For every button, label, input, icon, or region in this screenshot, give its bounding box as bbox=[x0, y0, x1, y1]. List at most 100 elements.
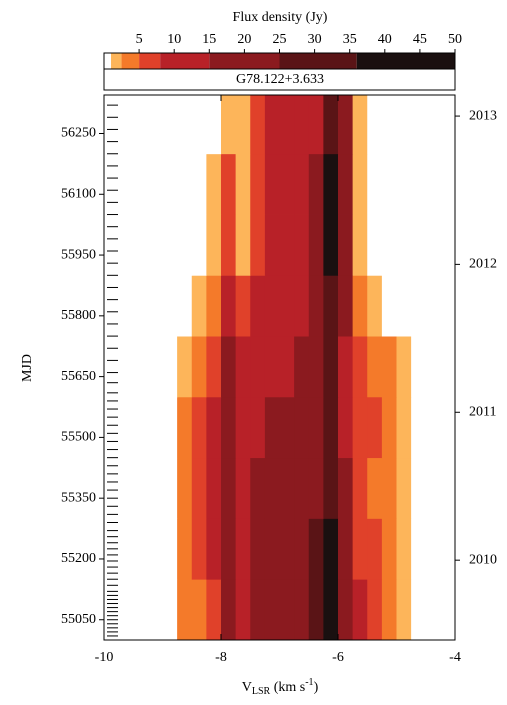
heat-cell bbox=[294, 457, 310, 519]
heat-cell bbox=[264, 579, 280, 641]
heat-cell bbox=[162, 518, 178, 580]
heat-cell bbox=[221, 153, 237, 215]
heat-cell bbox=[264, 518, 280, 580]
y-tick-label: 55650 bbox=[61, 369, 96, 384]
heat-cell bbox=[250, 336, 266, 398]
heat-cell bbox=[177, 579, 193, 641]
y-tick-label: 55050 bbox=[61, 612, 96, 627]
x-tick-label: -4 bbox=[449, 650, 461, 665]
heat-cell bbox=[279, 153, 295, 215]
colorbar-tick-label: 30 bbox=[308, 32, 322, 47]
heat-cell bbox=[235, 153, 251, 215]
heat-cell bbox=[279, 336, 295, 398]
heat-cell bbox=[367, 214, 383, 276]
heat-cell bbox=[352, 396, 368, 459]
heat-cell bbox=[396, 95, 412, 155]
heat-cell bbox=[162, 457, 178, 519]
heat-cell bbox=[235, 336, 251, 398]
colorbar-segment bbox=[209, 53, 280, 69]
heat-cell bbox=[191, 214, 207, 276]
heat-cell bbox=[352, 275, 368, 337]
heat-cell bbox=[235, 275, 251, 337]
y-tick-label: 56100 bbox=[61, 186, 96, 201]
heat-cell bbox=[221, 214, 237, 276]
heat-cell bbox=[323, 518, 339, 580]
heat-cell bbox=[162, 579, 178, 641]
heat-cell bbox=[177, 336, 193, 398]
heat-cell bbox=[206, 396, 222, 459]
heat-cell bbox=[294, 579, 310, 641]
heat-cell bbox=[264, 95, 280, 155]
colorbar-tick-label: 50 bbox=[448, 32, 462, 47]
heat-cell bbox=[308, 336, 324, 398]
y-axis-label: MJD bbox=[20, 354, 35, 382]
heat-cell bbox=[206, 336, 222, 398]
heat-cell bbox=[352, 214, 368, 276]
heat-cell bbox=[396, 396, 412, 459]
heat-cell bbox=[367, 95, 383, 155]
x-label-part: LSR bbox=[252, 686, 271, 697]
heat-cell bbox=[294, 336, 310, 398]
x-label-part: ) bbox=[314, 680, 319, 695]
colorbar-segment bbox=[139, 53, 161, 69]
heat-cell bbox=[381, 153, 397, 215]
heat-cell bbox=[308, 275, 324, 337]
heat-cell bbox=[191, 457, 207, 519]
heat-cell bbox=[221, 95, 237, 155]
heat-cell bbox=[279, 579, 295, 641]
y-tick-label: 55800 bbox=[61, 308, 96, 323]
heat-cell bbox=[411, 95, 427, 155]
heat-cell bbox=[381, 214, 397, 276]
heat-cell bbox=[294, 518, 310, 580]
heat-cell bbox=[206, 579, 222, 641]
heat-cell bbox=[235, 396, 251, 459]
heat-cell bbox=[177, 95, 193, 155]
heat-cell bbox=[191, 396, 207, 459]
heat-cell bbox=[206, 457, 222, 519]
heat-cell bbox=[381, 336, 397, 398]
heat-cell bbox=[323, 457, 339, 519]
heat-cell bbox=[191, 275, 207, 337]
heat-cell bbox=[221, 518, 237, 580]
y2-tick-label: 2011 bbox=[469, 404, 496, 419]
heat-cell bbox=[177, 518, 193, 580]
chart-title: G78.122+3.633 bbox=[236, 72, 324, 87]
heat-cell bbox=[191, 336, 207, 398]
y2-tick-label: 2013 bbox=[469, 108, 497, 123]
heat-cell bbox=[221, 579, 237, 641]
heat-cell bbox=[250, 95, 266, 155]
heat-cell bbox=[308, 457, 324, 519]
heat-cell bbox=[250, 275, 266, 337]
heat-cell bbox=[221, 457, 237, 519]
colorbar-label: Flux density (Jy) bbox=[233, 10, 328, 25]
heat-cell bbox=[279, 518, 295, 580]
heat-cell bbox=[323, 396, 339, 459]
heat-cell bbox=[206, 214, 222, 276]
heat-cell bbox=[352, 579, 368, 641]
heat-cell bbox=[235, 214, 251, 276]
colorbar-tick-label: 35 bbox=[343, 32, 357, 47]
heat-cell bbox=[250, 579, 266, 641]
heat-cell bbox=[396, 336, 412, 398]
heat-cell bbox=[264, 275, 280, 337]
heat-cell bbox=[352, 336, 368, 398]
heat-cell bbox=[381, 518, 397, 580]
heat-cell bbox=[381, 457, 397, 519]
heat-cell bbox=[294, 95, 310, 155]
colorbar-segment bbox=[121, 53, 140, 69]
heat-cell bbox=[250, 518, 266, 580]
heat-cell bbox=[308, 579, 324, 641]
x-tick-label: -10 bbox=[95, 650, 114, 665]
heat-cell bbox=[411, 518, 427, 580]
heat-cell bbox=[308, 396, 324, 459]
heat-cell bbox=[308, 518, 324, 580]
heat-cell bbox=[381, 275, 397, 337]
colorbar-tick-label: 15 bbox=[202, 32, 216, 47]
y-tick-label: 55350 bbox=[61, 490, 96, 505]
heat-cell bbox=[264, 336, 280, 398]
heat-cell bbox=[264, 214, 280, 276]
heat-cell bbox=[279, 214, 295, 276]
heat-cell bbox=[367, 457, 383, 519]
heat-cell bbox=[191, 95, 207, 155]
